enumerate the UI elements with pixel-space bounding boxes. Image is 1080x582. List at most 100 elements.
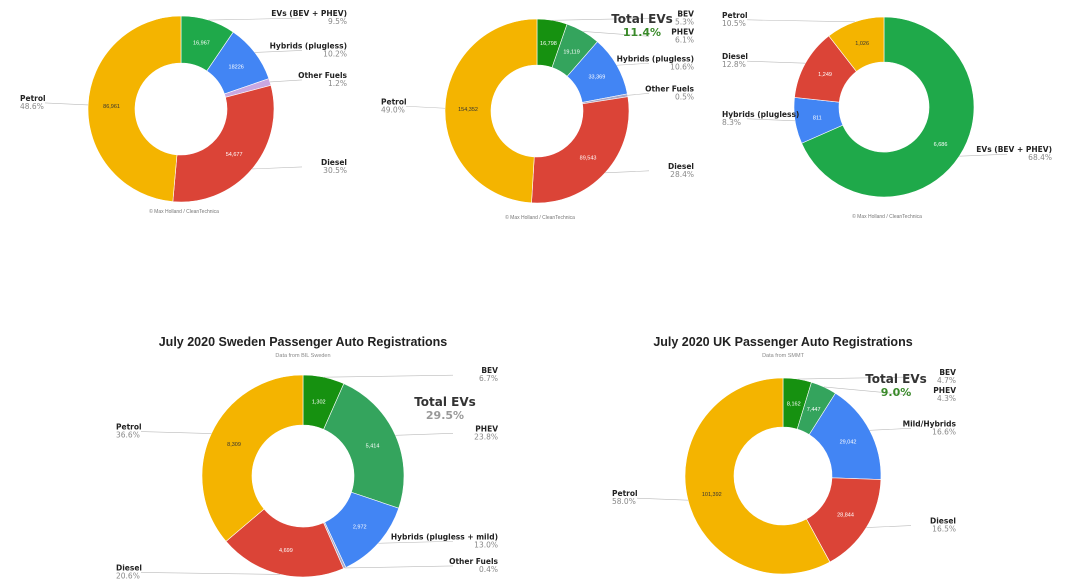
- slice-pct-label: 8.3%: [722, 118, 741, 127]
- slice-pct-label: 16.5%: [932, 525, 956, 534]
- slice-pct-label: 10.6%: [670, 62, 694, 71]
- slice-value-label: 6,686: [934, 142, 948, 148]
- slice-name-label: Hybrids (plugless): [617, 54, 694, 63]
- chart-title: July 2020 UK Passenger Auto Registration…: [653, 335, 912, 349]
- slice-phev: [323, 383, 405, 509]
- slice-name-label: Other Fuels: [449, 557, 498, 566]
- leader-line: [252, 166, 303, 170]
- leader-line: [140, 572, 281, 575]
- donut-chart-2: 16,798 19,119 33,369 89,543 154,352 BEV5.3%PH…: [381, 9, 695, 221]
- leader-line: [869, 428, 912, 431]
- leader-line: [746, 60, 806, 64]
- slice-name-label: Petrol: [612, 489, 638, 498]
- slice-name-label: Petrol: [20, 94, 46, 103]
- slice-pct-label: 13.0%: [474, 540, 498, 549]
- copyright-note: © Max Holland / CleanTechnica: [149, 208, 219, 215]
- slice-name-label: Diesel: [321, 158, 347, 167]
- slice-pct-label: 28.4%: [670, 170, 694, 179]
- slice-name-label: Diesel: [722, 52, 748, 61]
- total-evs-label: Total EVs: [414, 395, 476, 409]
- slice-name-label: PHEV: [671, 27, 694, 36]
- slice-pct-label: 16.6%: [932, 427, 956, 436]
- slice-name-label: PHEV: [933, 386, 956, 395]
- slice-diesel: [531, 96, 630, 204]
- slice-pct-label: 6.1%: [675, 35, 694, 44]
- chart-subtitle: Data from SMMT: [762, 353, 805, 359]
- slice-value-label: 811: [813, 115, 822, 121]
- leader-line: [823, 386, 912, 396]
- slice-value-label: 28,844: [837, 513, 854, 519]
- slice-pct-label: 48.6%: [20, 102, 44, 111]
- slice-name-label: BEV: [939, 368, 956, 377]
- slice-petrol: [444, 18, 538, 204]
- slice-value-label: 154,352: [458, 107, 478, 113]
- leader-line: [208, 17, 303, 21]
- slice-pct-label: 4.3%: [937, 394, 956, 403]
- leader-line: [378, 540, 454, 544]
- slice-value-label: 86,961: [103, 104, 120, 110]
- slice-name-label: Diesel: [668, 162, 694, 171]
- slice-name-label: Petrol: [381, 97, 407, 106]
- slice-pct-label: 12.8%: [722, 60, 746, 69]
- leader-line: [959, 153, 1008, 157]
- total-evs-label: Total EVs: [611, 12, 673, 26]
- slice-diesel: [225, 508, 344, 578]
- leader-line: [140, 431, 212, 434]
- slice-evs-bev-phev-: [801, 16, 975, 198]
- slice-pct-label: 58.0%: [612, 497, 636, 506]
- leader-line: [866, 525, 912, 528]
- total-evs-value: 11.4%: [623, 26, 661, 39]
- leader-line: [746, 118, 796, 122]
- leader-line: [797, 376, 912, 380]
- slice-value-label: 89,543: [580, 155, 597, 161]
- slice-petrol: [684, 377, 831, 575]
- slice-pct-label: 49.0%: [381, 105, 405, 114]
- slice-diesel: [172, 84, 275, 203]
- slice-name-label: BEV: [481, 366, 498, 375]
- total-evs-value: 29.5%: [426, 409, 464, 422]
- leader-line: [254, 50, 303, 53]
- slice-name-label: Hybrids (plugless): [722, 110, 799, 119]
- copyright-note: © Max Holland / CleanTechnica: [852, 213, 922, 220]
- leader-line: [636, 497, 689, 501]
- slice-pct-label: 9.5%: [328, 17, 347, 26]
- slice-value-label: 54,677: [226, 152, 243, 158]
- slice-value-label: 29,042: [840, 440, 857, 446]
- total-evs-label: Total EVs: [865, 372, 927, 386]
- leader-line: [405, 105, 446, 109]
- leader-line: [344, 565, 454, 569]
- slice-pct-label: 1.2%: [328, 79, 347, 88]
- slice-value-label: 19,119: [563, 49, 579, 55]
- leader-line: [583, 31, 650, 37]
- slice-value-label: 8,162: [787, 401, 801, 407]
- slice-name-label: PHEV: [475, 424, 498, 433]
- slice-pct-label: 68.4%: [1028, 153, 1052, 162]
- slice-pct-label: 6.7%: [479, 374, 498, 383]
- slice-pct-label: 20.6%: [116, 571, 140, 580]
- slice-value-label: 33,369: [588, 75, 605, 81]
- leader-line: [269, 79, 303, 83]
- slice-name-label: Hybrids (plugless): [270, 41, 347, 50]
- slice-value-label: 2,972: [353, 525, 367, 531]
- slice-value-label: 1,249: [818, 72, 832, 78]
- slice-value-label: 1,026: [855, 41, 869, 47]
- total-evs-value: 9.0%: [881, 386, 912, 399]
- leader-line: [605, 170, 650, 174]
- slice-name-label: Hybrids (plugless + mild): [391, 532, 498, 541]
- slice-petrol: [87, 15, 182, 202]
- slice-name-label: EVs (BEV + PHEV): [976, 145, 1052, 154]
- slice-value-label: 18226: [229, 65, 244, 71]
- slice-name-label: EVs (BEV + PHEV): [271, 9, 347, 18]
- slice-name-label: BEV: [677, 9, 694, 18]
- slice-pct-label: 10.5%: [722, 19, 746, 28]
- slice-pct-label: 0.4%: [479, 565, 498, 574]
- slice-pct-label: 23.8%: [474, 432, 498, 441]
- donut-chart-5: July 2020 UK Passenger Auto Registration…: [612, 335, 957, 575]
- slice-name-label: Petrol: [722, 11, 748, 20]
- leader-line: [44, 102, 89, 106]
- donut-chart-3: 6,686 811 1,249 1,026 EVs (BEV + PHEV)68.4% H…: [722, 11, 1052, 220]
- slice-value-label: 5,414: [366, 443, 380, 449]
- donut-chart-4: July 2020 Sweden Passenger Auto Registra…: [116, 335, 499, 580]
- slice-pct-label: 0.5%: [675, 92, 694, 101]
